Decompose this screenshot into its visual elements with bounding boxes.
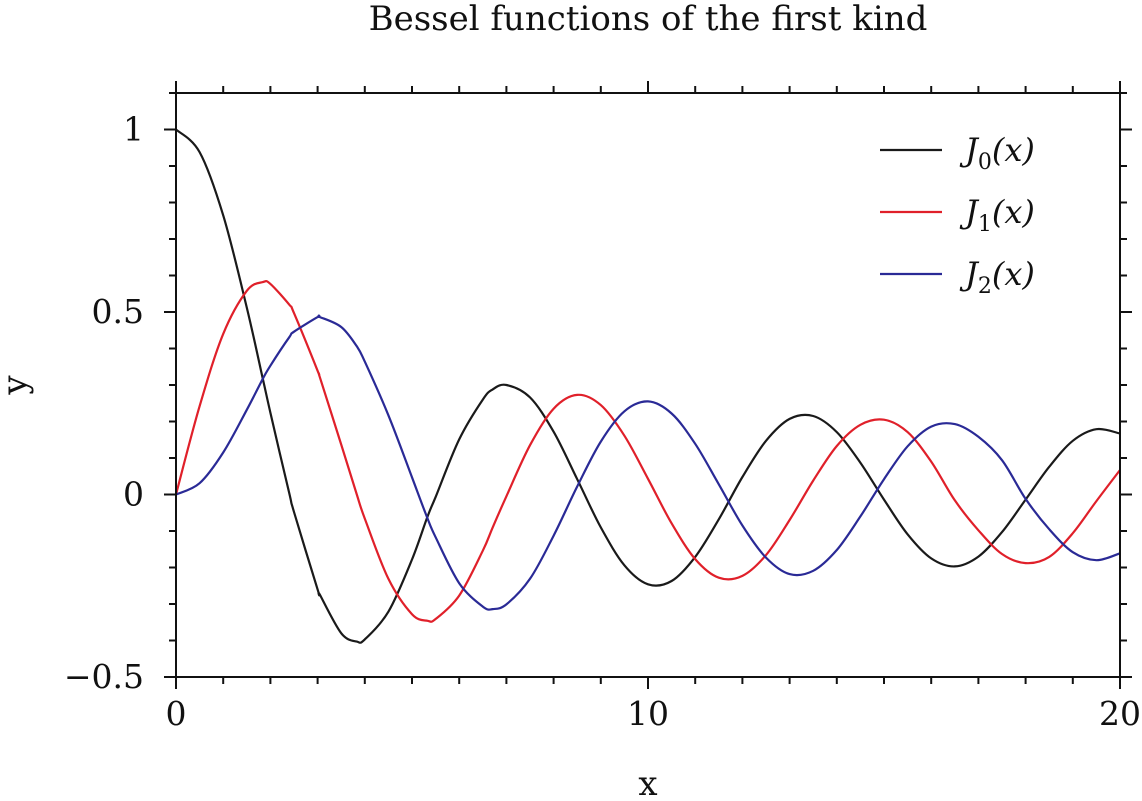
tick-labels-layer: 0 10 20 1 0.5 0 −0.5 [64, 110, 1141, 734]
x-tick-label: 10 [627, 694, 669, 733]
legend-label-j2: J2(x) [959, 255, 1035, 299]
series-layer [174, 128, 1121, 644]
legend: J0(x) J1(x) J2(x) [880, 131, 1035, 299]
x-tick-label: 0 [166, 694, 187, 733]
y-axis-label: y [0, 375, 35, 396]
chart-title: Bessel functions of the first kind [369, 0, 928, 39]
series-line-j1 [174, 280, 1121, 623]
x-axis-label: x [638, 764, 657, 801]
plot-frame [175, 92, 1121, 678]
legend-label-j1: J1(x) [959, 193, 1035, 237]
ticks-layer [164, 81, 1132, 689]
legend-label-j0: J0(x) [959, 131, 1035, 175]
series-line-j0 [175, 128, 1121, 644]
y-tick-label: 1 [123, 110, 144, 149]
series-line-j2 [175, 314, 1121, 611]
y-tick-label: −0.5 [64, 657, 144, 696]
x-tick-label: 20 [1099, 694, 1141, 733]
y-tick-label: 0.5 [92, 292, 144, 331]
y-tick-label: 0 [123, 475, 144, 514]
